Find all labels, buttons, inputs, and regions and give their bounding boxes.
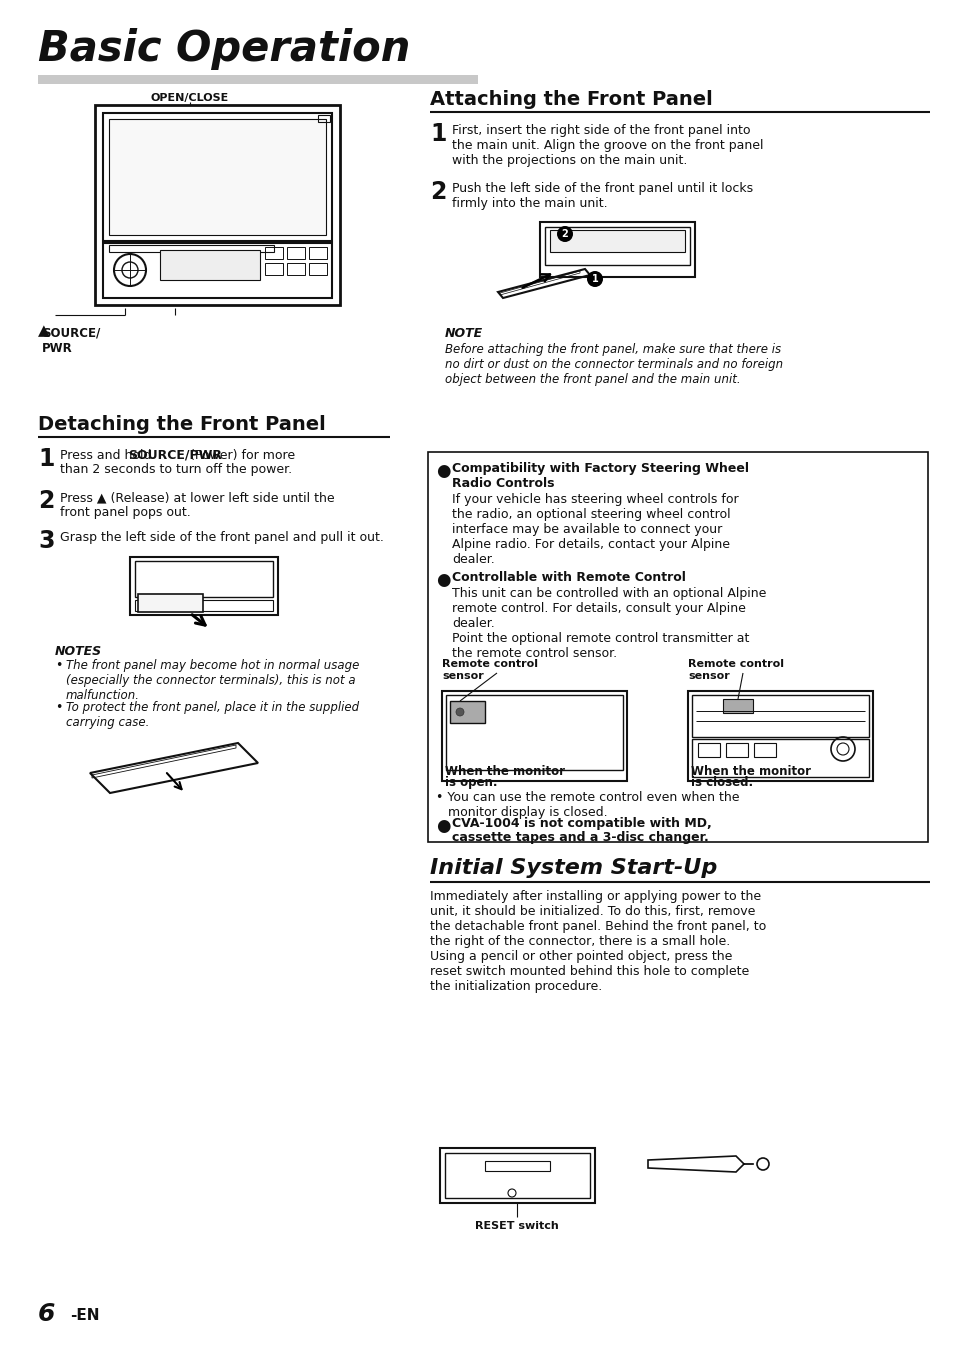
Text: Attaching the Front Panel: Attaching the Front Panel — [430, 90, 712, 109]
Bar — [439, 1148, 595, 1203]
Bar — [722, 699, 752, 713]
Bar — [103, 244, 332, 297]
Text: 1: 1 — [38, 447, 54, 471]
Text: Controllable with Remote Control: Controllable with Remote Control — [452, 571, 685, 584]
Bar — [484, 1162, 550, 1171]
Bar — [38, 75, 477, 83]
Bar — [698, 743, 720, 756]
Bar — [691, 739, 868, 777]
Text: Press ▲ (Release) at lower left side until the
front panel pops out.: Press ▲ (Release) at lower left side unt… — [60, 491, 335, 520]
Bar — [265, 248, 283, 258]
Text: Grasp the left side of the front panel and pull it out.: Grasp the left side of the front panel a… — [60, 532, 383, 544]
Text: When the monitor: When the monitor — [690, 765, 810, 778]
Bar — [103, 113, 332, 241]
Bar — [135, 600, 273, 611]
Bar — [691, 695, 868, 738]
Bar — [287, 262, 305, 275]
Text: Compatibility with Factory Steering Wheel: Compatibility with Factory Steering Whee… — [452, 462, 748, 475]
Circle shape — [456, 708, 463, 716]
Text: 2: 2 — [430, 180, 446, 205]
Bar — [687, 690, 872, 781]
Text: NOTES: NOTES — [55, 645, 102, 658]
Text: 6: 6 — [38, 1302, 55, 1326]
Text: is open.: is open. — [444, 777, 497, 789]
Text: 2: 2 — [561, 229, 568, 240]
Text: Initial System Start-Up: Initial System Start-Up — [430, 857, 717, 878]
Text: SOURCE/
PWR: SOURCE/ PWR — [42, 327, 100, 355]
Text: •: • — [55, 701, 62, 713]
Bar — [138, 594, 203, 612]
Text: When the monitor: When the monitor — [444, 765, 564, 778]
Bar — [446, 695, 622, 770]
Text: •: • — [55, 660, 62, 672]
Text: Immediately after installing or applying power to the
unit, it should be initial: Immediately after installing or applying… — [430, 890, 765, 993]
Text: 1: 1 — [430, 122, 446, 145]
Text: This unit can be controlled with an optional Alpine
remote control. For details,: This unit can be controlled with an opti… — [452, 587, 765, 660]
Text: If your vehicle has steering wheel controls for
the radio, an optional steering : If your vehicle has steering wheel contr… — [452, 493, 738, 567]
Bar — [444, 1154, 589, 1198]
Bar — [725, 743, 747, 756]
Text: 3: 3 — [38, 529, 54, 553]
Text: Radio Controls: Radio Controls — [452, 476, 554, 490]
Text: is closed.: is closed. — [690, 777, 752, 789]
Text: First, insert the right side of the front panel into
the main unit. Align the gr: First, insert the right side of the fron… — [452, 124, 762, 167]
Bar — [135, 561, 273, 598]
Text: Remote control
sensor: Remote control sensor — [687, 660, 783, 681]
Bar — [539, 222, 695, 277]
Text: ●: ● — [436, 462, 450, 481]
Text: ▲: ▲ — [38, 323, 50, 338]
Circle shape — [557, 226, 573, 242]
Bar — [550, 230, 684, 252]
Bar — [109, 118, 326, 236]
Text: ●: ● — [436, 571, 450, 590]
Text: Before attaching the front panel, make sure that there is
no dirt or dust on the: Before attaching the front panel, make s… — [444, 343, 782, 386]
Bar — [265, 262, 283, 275]
Text: NOTE: NOTE — [444, 327, 482, 341]
Bar — [441, 690, 626, 781]
Text: Remote control
sensor: Remote control sensor — [441, 660, 537, 681]
Bar — [309, 262, 327, 275]
Bar — [753, 743, 775, 756]
Text: OPEN/CLOSE: OPEN/CLOSE — [151, 93, 229, 104]
Bar — [450, 701, 484, 723]
Text: Press and hold: Press and hold — [60, 450, 155, 462]
Text: ●: ● — [436, 817, 450, 835]
Text: CVA-1004 is not compatible with MD,: CVA-1004 is not compatible with MD, — [452, 817, 711, 830]
Bar — [130, 557, 277, 615]
Bar — [109, 245, 274, 252]
Text: (Power) for more: (Power) for more — [186, 450, 294, 462]
Bar — [317, 114, 330, 122]
Text: 1: 1 — [591, 275, 598, 284]
Text: • You can use the remote control even when the
   monitor display is closed.: • You can use the remote control even wh… — [436, 791, 739, 818]
Text: 2: 2 — [38, 489, 54, 513]
Text: To protect the front panel, place it in the supplied
carrying case.: To protect the front panel, place it in … — [66, 701, 358, 730]
Bar — [95, 105, 339, 306]
Text: Basic Operation: Basic Operation — [38, 28, 410, 70]
Text: SOURCE/PWR: SOURCE/PWR — [128, 450, 222, 462]
Bar — [544, 227, 689, 265]
Text: The front panel may become hot in normal usage
(especially the connector termina: The front panel may become hot in normal… — [66, 660, 359, 703]
Text: cassette tapes and a 3-disc changer.: cassette tapes and a 3-disc changer. — [452, 830, 708, 844]
Text: Detaching the Front Panel: Detaching the Front Panel — [38, 415, 325, 433]
Text: Push the left side of the front panel until it locks
firmly into the main unit.: Push the left side of the front panel un… — [452, 182, 752, 210]
Bar — [428, 452, 927, 843]
Bar — [160, 250, 260, 280]
Text: RESET switch: RESET switch — [475, 1221, 558, 1232]
Bar — [287, 248, 305, 258]
Text: than 2 seconds to turn off the power.: than 2 seconds to turn off the power. — [60, 463, 292, 476]
Bar — [309, 248, 327, 258]
Circle shape — [586, 271, 602, 287]
Text: -EN: -EN — [70, 1308, 99, 1323]
